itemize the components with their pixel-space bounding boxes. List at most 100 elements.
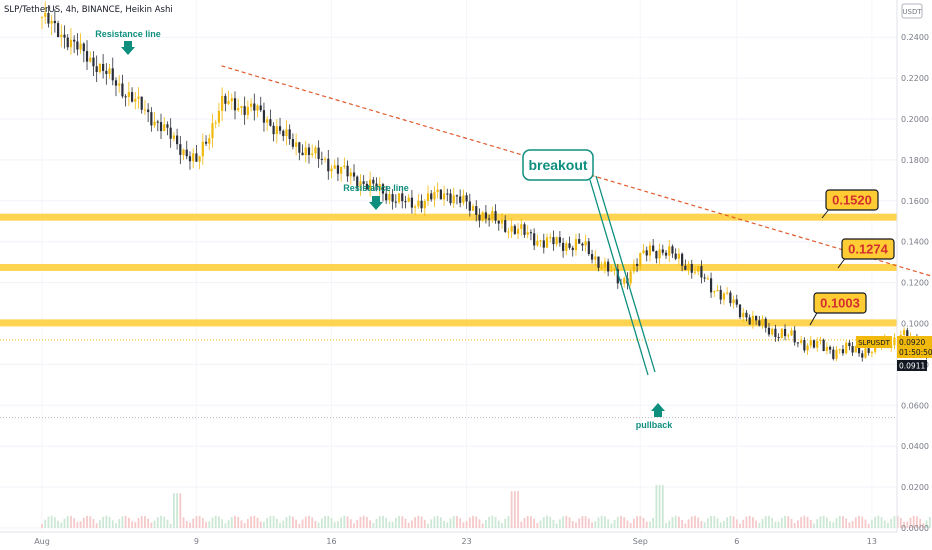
annotation-breakout[interactable]: breakout bbox=[522, 149, 656, 376]
volume-bar bbox=[883, 520, 886, 528]
currency-badge[interactable] bbox=[901, 3, 923, 19]
candle-body bbox=[417, 200, 420, 207]
volume-bar bbox=[764, 516, 767, 528]
volume-bar bbox=[726, 517, 729, 528]
annotation-resistance-2[interactable]: Resistance line bbox=[343, 183, 409, 210]
y-tick-label: 0.0200 bbox=[901, 483, 929, 492]
candle-body bbox=[722, 293, 726, 300]
candle-body bbox=[66, 37, 69, 48]
candle-body bbox=[323, 158, 327, 160]
volume-bar bbox=[452, 516, 455, 528]
candle-body bbox=[552, 237, 555, 245]
candle-body bbox=[256, 105, 259, 111]
volume-bar bbox=[703, 522, 706, 528]
volume-bar bbox=[385, 517, 388, 528]
volume-bar bbox=[192, 518, 195, 528]
volume-bar bbox=[221, 519, 224, 528]
candle-body bbox=[607, 261, 610, 272]
candle-body bbox=[764, 318, 767, 328]
y-tick-label: 0.2200 bbox=[901, 74, 929, 83]
candle-body bbox=[439, 189, 442, 200]
candle-body bbox=[800, 340, 803, 343]
bar-countdown: 01:50:50 bbox=[899, 348, 932, 357]
candle-body bbox=[809, 340, 812, 346]
volume-bar bbox=[678, 516, 680, 528]
candle-body bbox=[121, 83, 124, 97]
breakout-pointer bbox=[589, 175, 656, 376]
candle-body bbox=[574, 239, 578, 251]
candle-body bbox=[246, 106, 249, 115]
candle-body bbox=[423, 200, 426, 209]
volume-bar bbox=[124, 515, 127, 528]
candle-body bbox=[79, 43, 82, 50]
volume-bar bbox=[571, 521, 574, 528]
annotation-resistance-1[interactable]: Resistance line bbox=[95, 29, 161, 55]
volume-bar bbox=[520, 521, 523, 528]
candle-body bbox=[156, 121, 159, 123]
candle-body bbox=[758, 320, 761, 326]
volume-bar bbox=[53, 517, 56, 528]
candle-body bbox=[359, 181, 362, 188]
candle-body bbox=[652, 245, 655, 252]
volume-bar bbox=[134, 521, 137, 528]
callout-box bbox=[841, 238, 895, 260]
candle-body bbox=[767, 327, 771, 335]
volume-bar bbox=[340, 517, 343, 528]
candle-body bbox=[169, 127, 172, 139]
candle-body bbox=[671, 246, 674, 254]
candle-body bbox=[571, 247, 574, 251]
candle-body bbox=[301, 152, 304, 156]
candle-body bbox=[102, 63, 105, 71]
volume-bar bbox=[211, 517, 214, 528]
support-resistance-levels bbox=[0, 213, 897, 419]
trendline[interactable] bbox=[221, 65, 932, 430]
volume-bar bbox=[761, 518, 764, 528]
candle-body bbox=[516, 228, 520, 234]
candle-body bbox=[211, 123, 214, 139]
candle-body bbox=[320, 158, 323, 160]
volume-bar bbox=[269, 515, 272, 528]
candle-body bbox=[819, 339, 822, 341]
volume-bar bbox=[620, 515, 622, 528]
volume-bar bbox=[76, 522, 79, 528]
volume-bar bbox=[201, 518, 204, 528]
candle-body bbox=[401, 193, 404, 202]
x-tick-label: 9 bbox=[194, 537, 199, 546]
volume-bar bbox=[555, 523, 558, 528]
volume-bar bbox=[803, 515, 806, 528]
volume-bar bbox=[494, 517, 497, 528]
volume-bar bbox=[79, 521, 82, 528]
candle-body bbox=[172, 135, 175, 139]
candle-body bbox=[330, 168, 333, 172]
up-arrow-icon bbox=[651, 403, 665, 417]
candle-body bbox=[709, 278, 713, 293]
annotation-pullback[interactable]: pullback bbox=[636, 403, 674, 430]
volume-bar bbox=[777, 521, 780, 528]
candle-body bbox=[494, 211, 497, 221]
volume-bar bbox=[485, 519, 487, 528]
volume-bar bbox=[337, 521, 339, 528]
volume-bar bbox=[144, 516, 146, 528]
candle-body bbox=[835, 349, 838, 359]
volume-bar bbox=[401, 516, 404, 528]
volume-bar bbox=[723, 521, 725, 528]
candle-body bbox=[124, 96, 127, 98]
candle-body bbox=[452, 195, 455, 204]
candle-body bbox=[542, 240, 545, 248]
volume-bar bbox=[50, 515, 53, 528]
breakout-label: breakout bbox=[528, 157, 587, 173]
volume-bar bbox=[684, 523, 687, 528]
candle-body bbox=[500, 220, 504, 224]
volume-bar bbox=[501, 523, 503, 528]
volume-bar bbox=[57, 520, 59, 528]
candle-body bbox=[410, 197, 414, 208]
candle-body bbox=[635, 263, 639, 266]
candle-body bbox=[336, 165, 340, 174]
candle-body bbox=[510, 225, 513, 232]
candle-body bbox=[684, 265, 687, 270]
volume-bar bbox=[172, 493, 175, 528]
candle-body bbox=[85, 51, 89, 62]
volume-bar bbox=[73, 518, 76, 528]
volume-bar bbox=[706, 518, 709, 528]
